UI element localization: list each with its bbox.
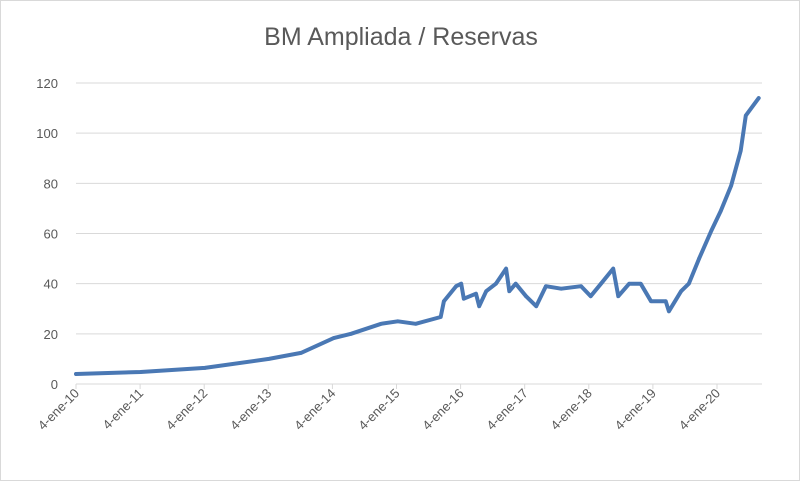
y-tick-label: 20 bbox=[44, 327, 58, 342]
y-tick-label: 80 bbox=[44, 176, 58, 191]
data-point bbox=[709, 229, 714, 233]
series-line bbox=[74, 96, 761, 376]
data-point bbox=[534, 304, 539, 309]
data-point bbox=[524, 294, 528, 299]
x-tick-label: 4-ene-11 bbox=[99, 386, 146, 433]
data-point bbox=[474, 291, 478, 296]
data-point bbox=[667, 309, 671, 314]
x-tick-label: 4-ene-19 bbox=[612, 386, 659, 433]
data-point bbox=[588, 294, 593, 299]
x-tick-label: 4-ene-12 bbox=[163, 386, 210, 433]
data-point bbox=[477, 304, 481, 309]
data-point bbox=[438, 315, 443, 319]
x-tick-label: 4-ene-10 bbox=[35, 386, 82, 433]
x-tick-label: 4-ene-17 bbox=[483, 386, 530, 433]
data-point bbox=[459, 281, 464, 286]
x-tick-label: 4-ene-16 bbox=[419, 386, 466, 433]
x-tick-label: 4-ene-14 bbox=[291, 386, 338, 433]
data-point bbox=[395, 319, 400, 324]
data-point bbox=[638, 281, 643, 286]
data-point bbox=[513, 281, 518, 286]
data-point bbox=[599, 281, 603, 286]
data-point bbox=[686, 281, 691, 286]
data-point bbox=[504, 266, 508, 271]
data-point bbox=[544, 284, 548, 288]
data-point bbox=[203, 366, 207, 370]
y-tick-label: 40 bbox=[44, 277, 58, 292]
data-point bbox=[559, 286, 564, 291]
x-tick-label: 4-ene-15 bbox=[355, 386, 402, 433]
data-point bbox=[756, 96, 761, 100]
y-tick-label: 100 bbox=[36, 126, 58, 141]
data-point bbox=[494, 281, 498, 286]
data-point bbox=[679, 289, 683, 293]
data-point bbox=[299, 351, 303, 355]
data-point bbox=[697, 256, 701, 261]
data-point bbox=[507, 289, 512, 293]
x-tick-label: 4-ene-13 bbox=[227, 386, 274, 433]
data-point bbox=[379, 322, 383, 326]
data-point bbox=[74, 372, 78, 376]
data-point bbox=[331, 336, 336, 340]
data-point bbox=[413, 322, 418, 326]
data-point bbox=[738, 148, 743, 153]
chart-title: BM Ampliada / Reservas bbox=[264, 23, 538, 51]
data-point bbox=[611, 266, 615, 271]
data-point bbox=[349, 332, 353, 336]
data-point bbox=[484, 289, 489, 293]
data-point bbox=[663, 299, 668, 304]
data-point bbox=[729, 184, 733, 188]
data-point bbox=[649, 299, 653, 304]
y-tick-label: 0 bbox=[51, 377, 58, 392]
y-tick-label: 60 bbox=[44, 227, 58, 242]
x-tick-label: 4-ene-20 bbox=[676, 386, 723, 433]
data-point bbox=[138, 370, 143, 374]
data-point bbox=[579, 284, 583, 288]
data-point bbox=[442, 299, 446, 304]
data-point bbox=[454, 284, 458, 288]
x-tick-label: 4-ene-18 bbox=[548, 386, 595, 433]
data-point bbox=[719, 209, 723, 213]
data-point bbox=[744, 113, 748, 118]
data-point bbox=[267, 357, 271, 361]
data-point bbox=[462, 296, 466, 301]
data-point bbox=[616, 294, 621, 299]
data-point bbox=[627, 281, 631, 286]
y-tick-label: 120 bbox=[36, 76, 58, 91]
